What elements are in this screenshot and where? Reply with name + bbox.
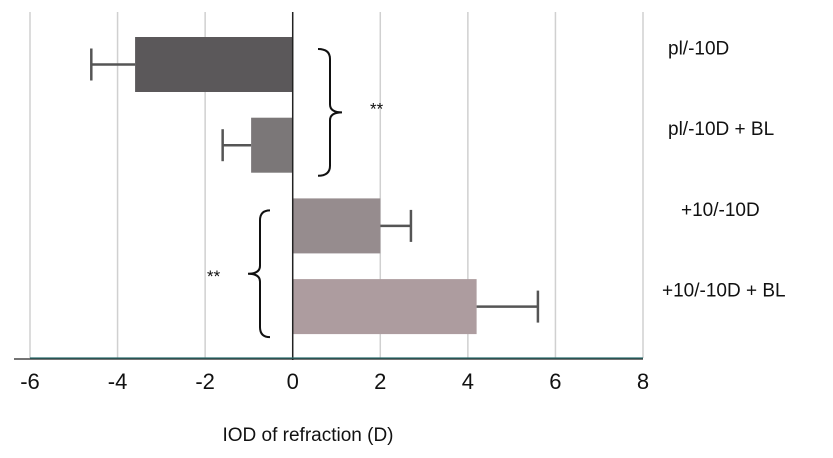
- bar: [292, 279, 477, 335]
- axes: [14, 12, 643, 360]
- significance-annotations: ** **: [207, 48, 384, 339]
- category-label: +10/-10D + BL: [662, 281, 786, 302]
- category-label: pl/-10D: [668, 39, 729, 60]
- bar: [251, 117, 293, 173]
- significance-brace: [247, 209, 271, 339]
- bar: [292, 198, 381, 254]
- x-tick-labels: -6 -4 -2 0 2 4 6 8: [20, 369, 649, 394]
- category-label: +10/-10D: [681, 200, 760, 221]
- category-label: pl/-10D + BL: [668, 119, 774, 140]
- x-tick-label: 6: [549, 369, 561, 394]
- x-tick-label: 8: [637, 369, 649, 394]
- x-tick-label: 0: [287, 369, 299, 394]
- x-tick-label: 2: [374, 369, 386, 394]
- bar: [135, 37, 293, 92]
- category-labels: pl/-10D pl/-10D + BL +10/-10D +10/-10D + BL: [662, 39, 786, 302]
- x-tick-label: -2: [195, 369, 215, 394]
- significance-brace: [317, 48, 343, 177]
- x-tick-label: 4: [462, 369, 474, 394]
- error-bars: [90, 48, 540, 323]
- x-axis-title: IOD of refraction (D): [222, 425, 393, 446]
- significance-label: **: [207, 267, 221, 286]
- bars: [135, 37, 477, 335]
- x-tick-label: -4: [108, 369, 128, 394]
- x-tick-label: -6: [20, 369, 40, 394]
- significance-label: **: [370, 99, 384, 118]
